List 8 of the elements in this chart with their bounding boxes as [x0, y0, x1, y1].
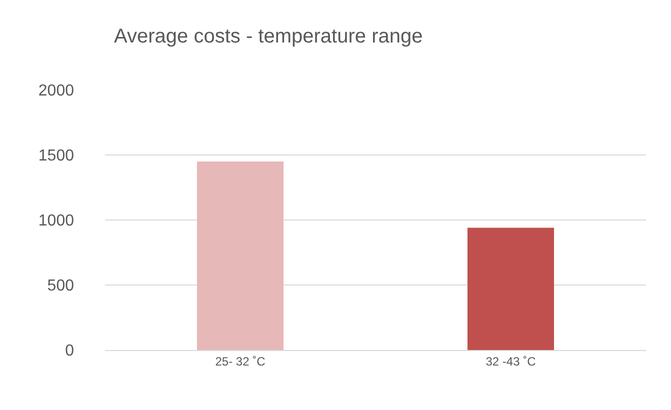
x-tick-label: 25- 32 ˚C — [215, 354, 266, 368]
x-tick-label: 32 -43 ˚C — [486, 354, 536, 368]
y-tick-label: 1500 — [38, 148, 74, 165]
y-tick-label: 0 — [65, 342, 74, 360]
chart-title: Average costs - temperature range — [114, 26, 423, 48]
y-tick-label: 1000 — [38, 212, 74, 230]
y-tick-label: 2000 — [38, 82, 74, 100]
y-tick-label: 500 — [47, 278, 74, 295]
